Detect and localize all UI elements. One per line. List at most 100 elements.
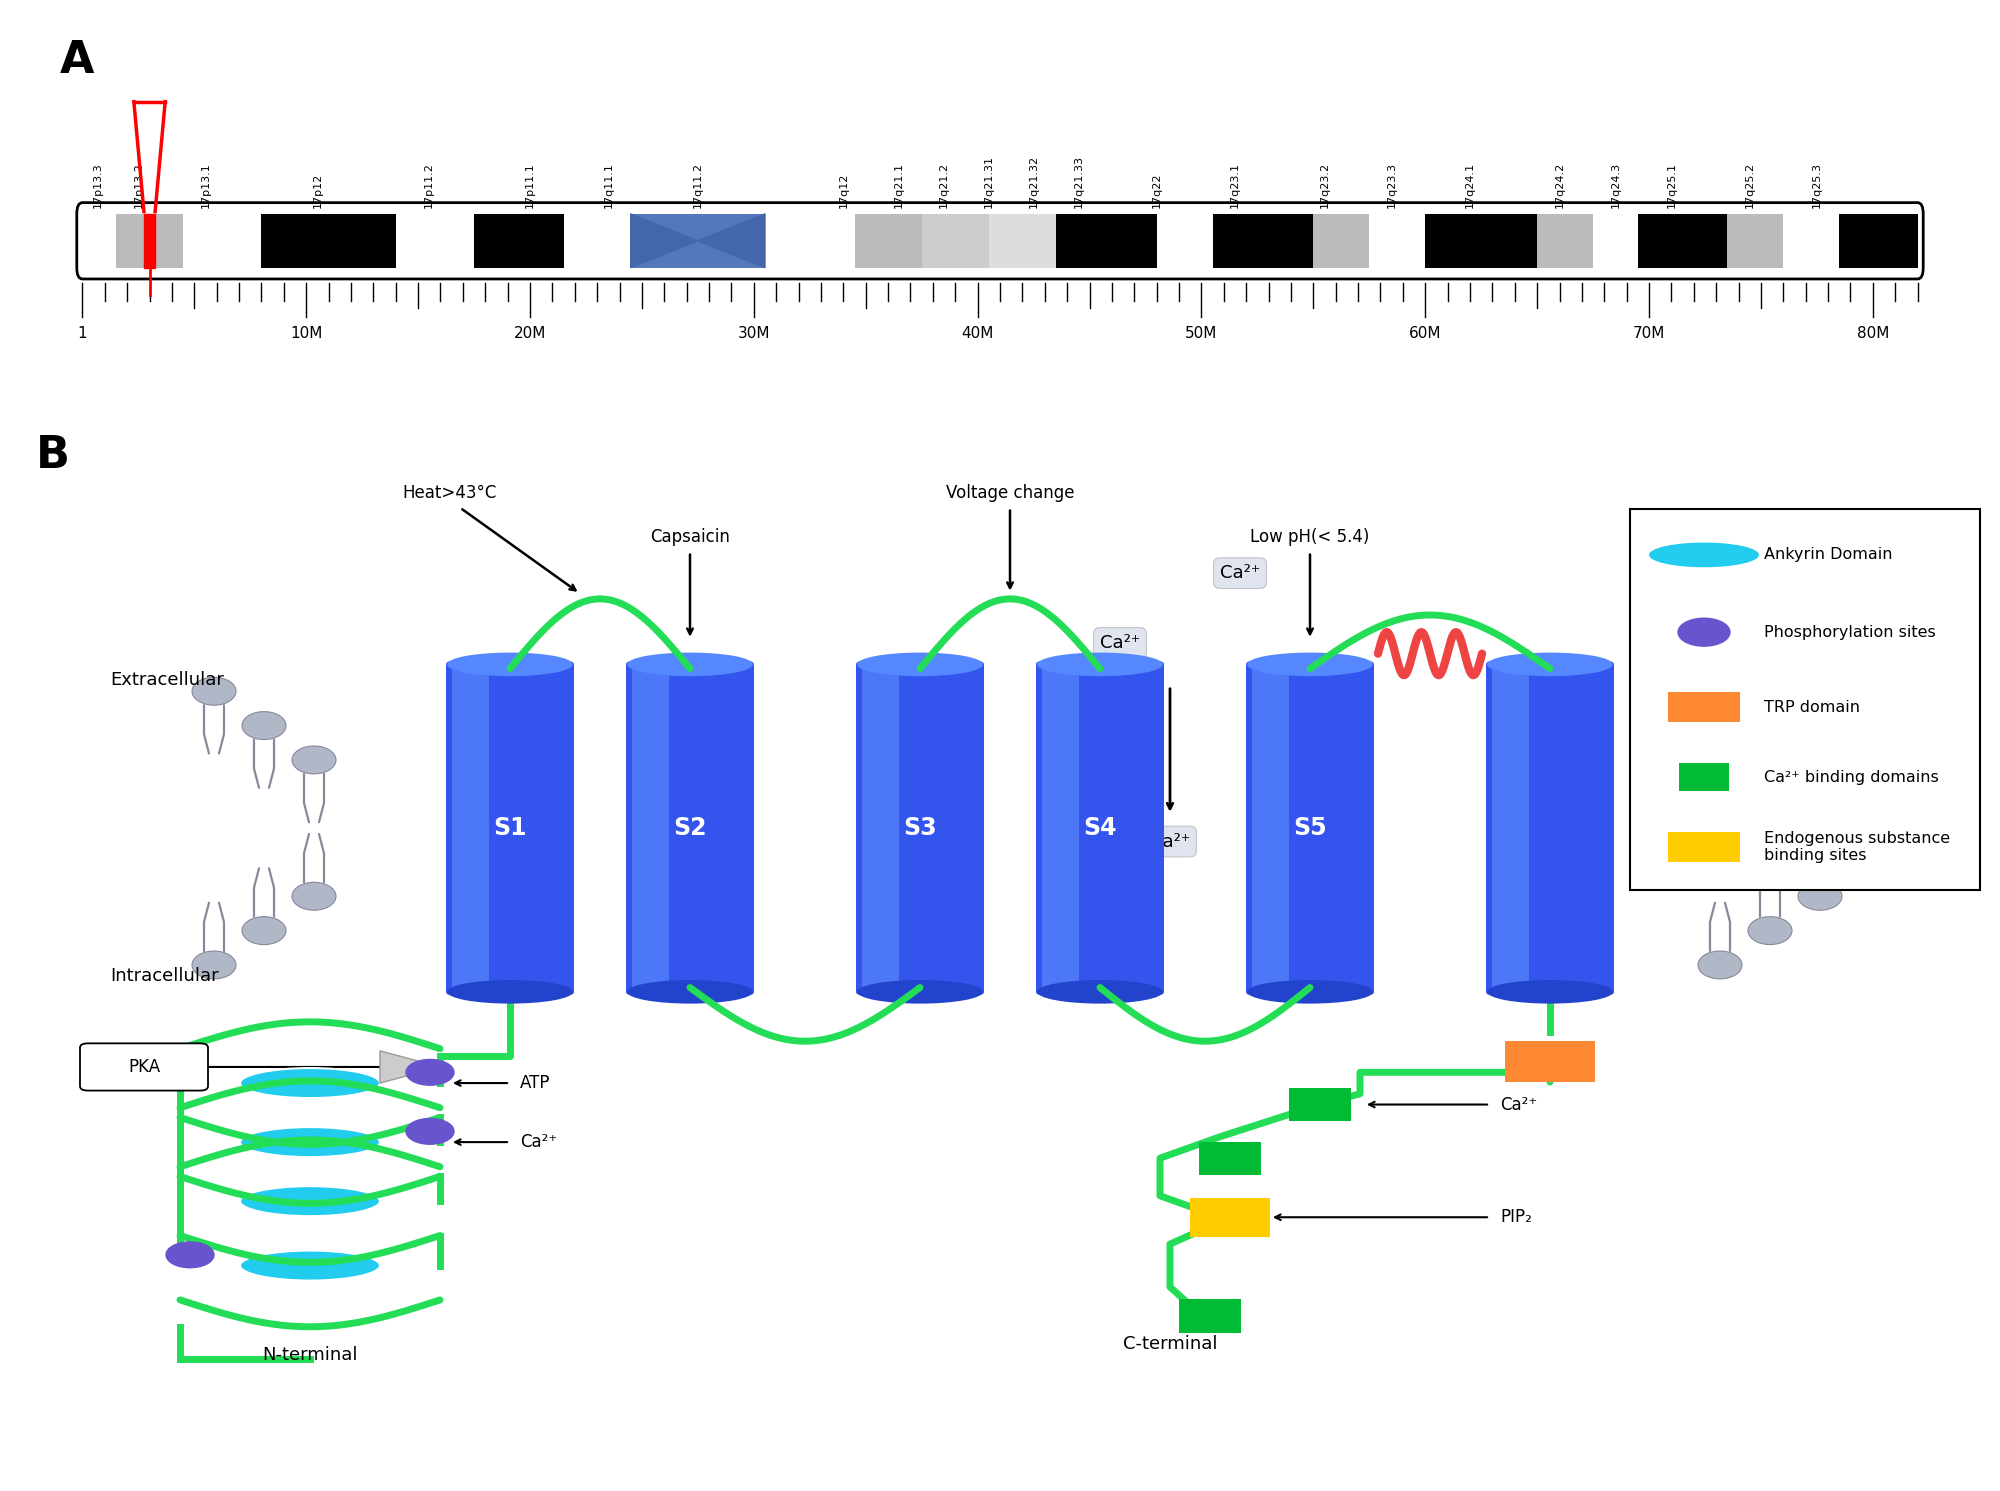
Text: 10M: 10M xyxy=(290,327,322,341)
Text: 17q21.33: 17q21.33 xyxy=(1074,155,1084,209)
Bar xyxy=(564,213,630,268)
Ellipse shape xyxy=(1748,917,1792,945)
Bar xyxy=(1784,213,1840,268)
Text: C-terminal: C-terminal xyxy=(1122,1336,1218,1354)
Bar xyxy=(116,213,184,268)
Text: 17q24.1: 17q24.1 xyxy=(1464,163,1474,209)
Ellipse shape xyxy=(1698,677,1742,705)
Text: Ca²⁺: Ca²⁺ xyxy=(1100,634,1140,652)
Text: PKA: PKA xyxy=(128,1059,160,1077)
Bar xyxy=(262,213,396,268)
Ellipse shape xyxy=(628,980,752,1003)
Text: S3: S3 xyxy=(904,816,936,839)
Text: 17q24.2: 17q24.2 xyxy=(1554,163,1564,209)
Bar xyxy=(1156,213,1212,268)
Bar xyxy=(1728,213,1784,268)
Text: 17p13.1: 17p13.1 xyxy=(200,163,210,209)
Text: 20M: 20M xyxy=(514,327,546,341)
Circle shape xyxy=(406,1060,454,1085)
Text: 17p13.2: 17p13.2 xyxy=(134,163,144,209)
Ellipse shape xyxy=(1036,980,1164,1003)
Bar xyxy=(1056,213,1156,268)
Bar xyxy=(1630,508,1980,890)
Text: Extracellular: Extracellular xyxy=(110,671,224,689)
Text: S5: S5 xyxy=(1294,816,1326,839)
Bar xyxy=(144,213,156,268)
Bar xyxy=(988,213,1056,268)
Text: Ca²⁺: Ca²⁺ xyxy=(1150,832,1190,850)
Text: 17p12: 17p12 xyxy=(312,173,322,209)
Text: 1: 1 xyxy=(78,327,88,341)
FancyBboxPatch shape xyxy=(1036,661,1164,994)
Bar xyxy=(1638,213,1728,268)
Circle shape xyxy=(166,1242,214,1267)
Text: 17q23.3: 17q23.3 xyxy=(1386,163,1396,209)
Bar xyxy=(1426,213,1538,268)
Text: Ca²⁺: Ca²⁺ xyxy=(520,1133,558,1151)
FancyBboxPatch shape xyxy=(1252,668,1288,989)
Ellipse shape xyxy=(1698,951,1742,980)
Ellipse shape xyxy=(1248,653,1372,677)
FancyBboxPatch shape xyxy=(80,1044,208,1090)
Bar xyxy=(1594,213,1638,268)
Text: Voltage change: Voltage change xyxy=(946,485,1074,502)
Text: PIP₂: PIP₂ xyxy=(1500,1208,1532,1226)
Text: N-terminal: N-terminal xyxy=(262,1346,358,1364)
Text: 17q11.1: 17q11.1 xyxy=(604,163,614,209)
Text: 17q23.1: 17q23.1 xyxy=(1230,163,1240,209)
Bar xyxy=(82,213,116,268)
Ellipse shape xyxy=(1488,653,1612,677)
Text: Ca²⁺: Ca²⁺ xyxy=(1220,564,1260,581)
Ellipse shape xyxy=(856,653,982,677)
Ellipse shape xyxy=(240,1251,380,1281)
Text: A: A xyxy=(60,39,94,82)
Bar xyxy=(1212,213,1314,268)
Text: Heat>43°C: Heat>43°C xyxy=(402,485,498,502)
Text: S1: S1 xyxy=(494,816,526,839)
FancyBboxPatch shape xyxy=(1486,661,1614,994)
FancyBboxPatch shape xyxy=(626,661,754,994)
FancyBboxPatch shape xyxy=(446,661,574,994)
Bar xyxy=(1668,692,1740,722)
Text: B: B xyxy=(36,434,70,477)
Circle shape xyxy=(1678,619,1730,646)
Ellipse shape xyxy=(1648,543,1760,567)
Bar xyxy=(630,213,764,268)
Text: 60M: 60M xyxy=(1408,327,1442,341)
FancyBboxPatch shape xyxy=(1246,661,1374,994)
Circle shape xyxy=(406,1118,454,1144)
Text: ATP: ATP xyxy=(520,1074,550,1091)
Text: 17q23.2: 17q23.2 xyxy=(1320,163,1330,209)
FancyBboxPatch shape xyxy=(1492,668,1530,989)
Ellipse shape xyxy=(856,980,982,1003)
Text: 70M: 70M xyxy=(1632,327,1666,341)
Bar xyxy=(1506,1041,1596,1082)
Polygon shape xyxy=(380,1051,440,1082)
Ellipse shape xyxy=(1036,653,1164,677)
Text: 17q25.3: 17q25.3 xyxy=(1812,163,1822,209)
Text: Endogenous substance
binding sites: Endogenous substance binding sites xyxy=(1764,830,1950,863)
Ellipse shape xyxy=(1488,980,1612,1003)
Bar xyxy=(1538,213,1594,268)
Text: 17p11.2: 17p11.2 xyxy=(424,163,434,209)
Ellipse shape xyxy=(240,1068,380,1097)
Bar xyxy=(184,213,262,268)
Text: 17q22: 17q22 xyxy=(1152,173,1162,209)
Text: 17q11.2: 17q11.2 xyxy=(692,163,702,209)
Ellipse shape xyxy=(292,883,336,910)
Ellipse shape xyxy=(1748,711,1792,740)
Polygon shape xyxy=(630,213,764,268)
Ellipse shape xyxy=(1798,746,1842,774)
Text: 17q21.31: 17q21.31 xyxy=(984,155,994,209)
Text: Ca²⁺: Ca²⁺ xyxy=(1500,1096,1538,1114)
Text: 17q21.1: 17q21.1 xyxy=(894,163,904,209)
Ellipse shape xyxy=(240,1187,380,1217)
Bar xyxy=(396,213,474,268)
Text: 17q12: 17q12 xyxy=(838,173,848,209)
Text: 17q25.2: 17q25.2 xyxy=(1744,163,1754,209)
Bar xyxy=(922,213,988,268)
Ellipse shape xyxy=(292,746,336,774)
Text: 17q24.3: 17q24.3 xyxy=(1610,163,1620,209)
Ellipse shape xyxy=(242,711,286,740)
Bar xyxy=(764,213,854,268)
